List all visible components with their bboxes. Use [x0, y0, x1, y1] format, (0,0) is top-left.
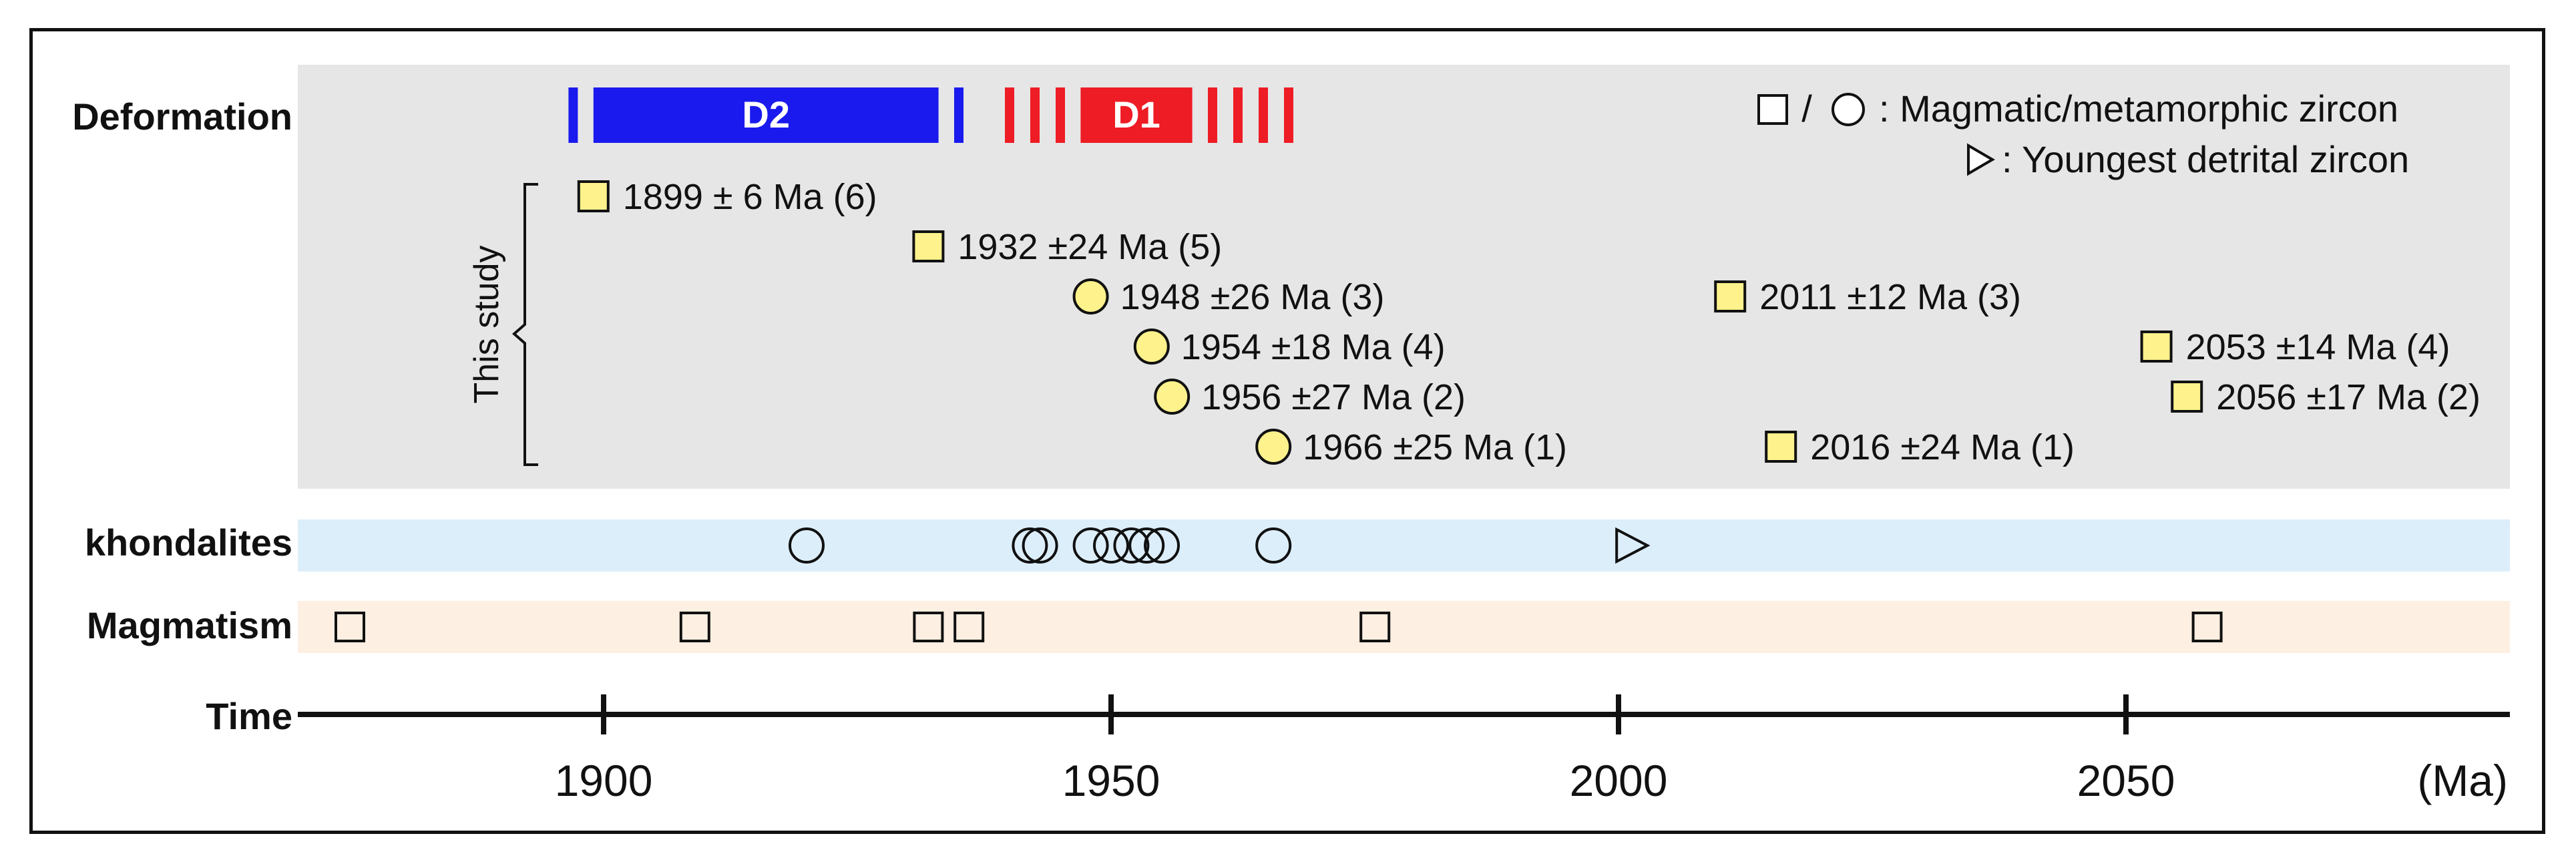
circle-marker-1966-25-ma-1 [1255, 429, 1292, 465]
square-marker-2016-24-ma-1 [1765, 431, 1797, 463]
d2-label: D2 [742, 93, 790, 136]
square-marker-1932-24-ma-5 [912, 230, 945, 262]
deformation-phases: D2 D1 [568, 87, 1293, 143]
magmatism-square-6 [2191, 612, 2223, 642]
magmatism-square-5 [1359, 612, 1391, 642]
d1-dash-5 [1233, 87, 1243, 143]
d1-dash-6 [1259, 87, 1268, 143]
legend-triangle-icon [1967, 143, 1995, 176]
legend-circle-icon [1832, 93, 1865, 126]
age-label-1932-24-ma-5: 1932 ±24 Ma (5) [957, 227, 1222, 267]
age-label-2011-12-ma-3: 2011 ±12 Ma (3) [1759, 277, 2021, 317]
khondalites-row-label: khondalites [85, 521, 292, 564]
square-marker-2053-14-ma-4 [2140, 331, 2173, 363]
khondalite-circle-1 [789, 527, 825, 564]
d1-dash-1 [1005, 87, 1014, 143]
circle-marker-1954-18-ma-4 [1133, 329, 1170, 365]
circle-marker-1956-27-ma-2 [1154, 379, 1191, 415]
deformation-row-label: Deformation [72, 95, 292, 138]
d2-bar [593, 87, 939, 143]
d2-dash-1 [568, 87, 578, 143]
tick-label-2050: 2050 [2077, 756, 2175, 805]
age-label-1966-25-ma-1: 1966 ±25 Ma (1) [1303, 427, 1567, 467]
legend-magmatic-text: : Magmatic/metamorphic zircon [1879, 87, 2398, 130]
khondalite-circle-4 [1072, 527, 1109, 564]
d1-dash-2 [1030, 87, 1040, 143]
khondalites-band [298, 519, 2510, 572]
khondalite-markers [789, 527, 1651, 564]
figure-frame [29, 28, 2545, 834]
square-marker-2011-12-ma-3 [1714, 280, 1747, 312]
tick-label-1950: 1950 [1062, 756, 1160, 805]
age-label-1956-27-ma-2: 1956 ±27 Ma (2) [1201, 377, 1466, 417]
legend-detrital-text: : Youngest detrital zircon [2002, 138, 2409, 180]
time-axis-unit: (Ma) [2417, 756, 2508, 805]
magmatism-markers [335, 612, 2223, 642]
d2-dash-2 [954, 87, 963, 143]
age-label-1948-26-ma-3: 1948 ±26 Ma (3) [1120, 277, 1385, 317]
magmatism-square-3 [913, 612, 944, 642]
age-label-1954-18-ma-4: 1954 ±18 Ma (4) [1181, 327, 1446, 367]
khondalite-circle-5 [1093, 527, 1129, 564]
age-label-2053-14-ma-4: 2053 ±14 Ma (4) [2186, 327, 2450, 367]
this-study-bracket [511, 183, 538, 466]
age-label-2016-24-ma-1: 2016 ±24 Ma (1) [1810, 427, 2075, 467]
khondalite-circle-9 [1255, 527, 1292, 564]
time-axis-ticks: 1900 1950 2000 2050 [555, 694, 2175, 805]
khondalite-triangle-1 [1615, 527, 1651, 564]
this-study-label: This study [467, 246, 506, 404]
magmatism-band [298, 601, 2510, 653]
this-study-markers: 1899 ± 6 Ma (6) 1932 ±24 Ma (5) 1948 ±26 M… [577, 177, 2481, 467]
khondalite-circle-2 [1012, 527, 1048, 564]
d1-dash-4 [1208, 87, 1217, 143]
tick-label-1900: 1900 [555, 756, 653, 805]
khondalite-circle-7 [1128, 527, 1165, 564]
d1-dash-3 [1056, 87, 1065, 143]
age-label-1899-6-ma-6: 1899 ± 6 Ma (6) [623, 177, 877, 217]
legend-square-icon [1757, 94, 1788, 125]
khondalite-circle-3 [1022, 527, 1058, 564]
magmatism-row-label: Magmatism [87, 604, 292, 646]
square-marker-1899-6-ma-6 [577, 180, 610, 212]
khondalite-circle-6 [1113, 527, 1150, 564]
square-marker-2056-17-ma-2 [2171, 381, 2203, 413]
magmatism-square-2 [679, 612, 710, 642]
d1-bar [1080, 87, 1193, 143]
circle-marker-1948-26-ma-3 [1072, 278, 1109, 314]
time-row-label: Time [206, 695, 292, 737]
tick-label-2000: 2000 [1570, 756, 1668, 805]
magmatism-square-1 [335, 612, 365, 642]
d1-dash-7 [1284, 87, 1293, 143]
khondalite-circle-8 [1144, 527, 1180, 564]
age-label-2056-17-ma-2: 2056 ±17 Ma (2) [2216, 377, 2481, 417]
legend-separator: / [1801, 87, 1812, 130]
d1-label: D1 [1112, 93, 1160, 136]
magmatism-square-4 [953, 612, 985, 642]
